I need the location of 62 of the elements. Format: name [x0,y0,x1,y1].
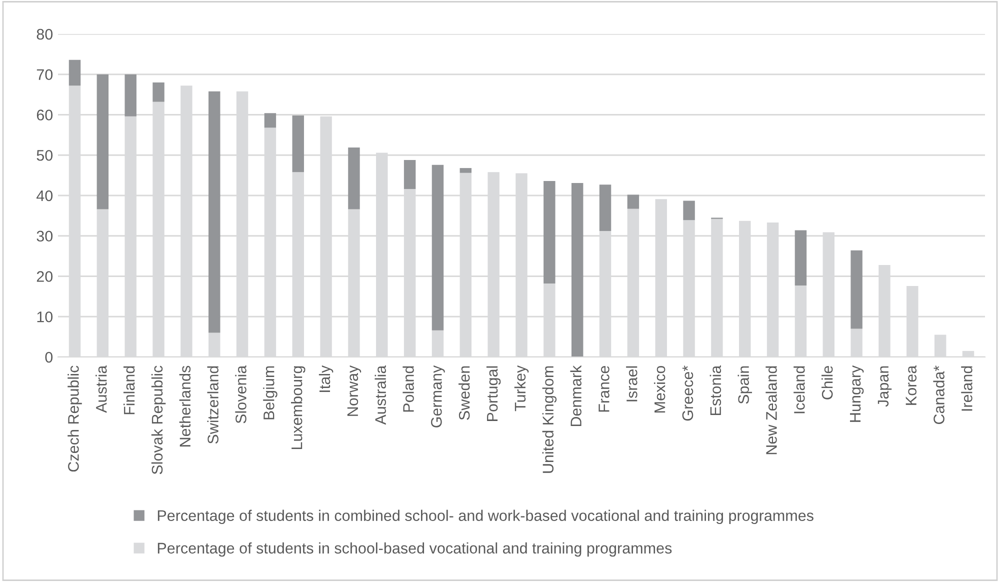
y-tick-label: 0 [45,352,53,363]
x-tick-label: Czech Republic [68,366,82,472]
x-tick-label: Finland [123,366,135,414]
x-tick-label: Mexico [654,366,666,412]
x-tick-label: Belgium [263,366,278,420]
x-tick-label: Slovak Republic [151,366,166,474]
x-tick-label: Luxembourg [291,366,306,450]
x-tick-label: Poland [402,366,414,412]
bar [599,184,612,232]
x-tick-label: Austria [96,365,107,413]
x-tick-label: Japan [878,366,892,407]
bar [850,250,862,329]
x-tick-label: Chile [822,366,833,400]
bar [124,74,136,116]
x-tick-label: Denmark [570,365,582,426]
x-tick-label: New Zealand [766,366,777,454]
x-tick-label: Hungary [850,365,864,422]
x-tick-label: United Kingdom [542,366,557,473]
legend-label: Percentage of students in combined school- and work-based vocational and training programmes [158,510,814,524]
bar [68,60,81,86]
x-tick-label: Italy [318,365,334,392]
y-tick-label: 80 [36,28,53,40]
x-tick-label: Greece* [682,366,694,421]
x-tick-label: Iceland [794,366,805,414]
y-tick-label: 20 [36,271,53,282]
x-tick-label: Turkey [514,365,529,412]
x-tick-label: Estonia [710,365,722,416]
bar [432,164,444,330]
x-tick-label: Korea [906,365,917,405]
x-tick-label: Germany [431,365,445,428]
bar [794,230,807,286]
bar [571,182,584,357]
bar [544,180,556,284]
legend-label: Percentage of students in school-based vocational and training programmes [158,542,672,557]
x-tick-label: Switzerland [207,366,218,444]
x-tick-label: Canada* [933,366,944,424]
y-tick-label: 40 [36,190,53,202]
bar [152,82,164,102]
x-tick-label: France [598,366,610,412]
bar [208,91,220,333]
x-tick-label: Ireland [961,366,972,411]
y-tick-label: 10 [37,311,53,322]
y-tick-label: 60 [36,110,53,120]
y-tick-label: 70 [36,69,53,80]
bar [264,113,276,128]
y-tick-label: 30 [36,230,53,242]
x-tick-label: Spain [738,366,752,404]
x-tick-label: Slovenia [235,365,246,424]
x-tick-label: Sweden [458,366,470,420]
x-tick-label: Israel [626,366,638,402]
bar [292,116,304,172]
bar [96,74,109,210]
x-tick-label: Norway [347,365,362,416]
bar [348,147,360,210]
bar [627,194,640,209]
bar [683,200,695,220]
bar [460,168,472,173]
y-tick-label: 50 [36,150,53,161]
x-tick-label: Portugal [486,366,501,421]
bar [404,160,416,190]
x-tick-label: Netherlands [179,366,191,446]
x-tick-label: Australia [374,365,386,425]
